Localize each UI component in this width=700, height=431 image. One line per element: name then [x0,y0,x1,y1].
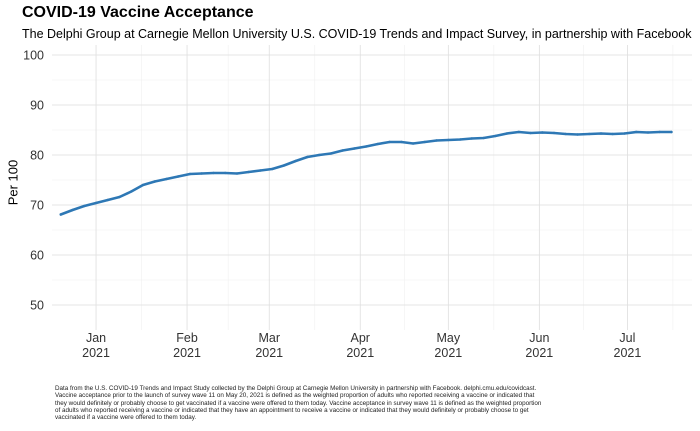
footnote: Data from the U.S. COVID-19 Trends and I… [55,385,685,421]
x-tick-month: Jul [619,331,635,345]
data-point [564,132,567,136]
data-point [658,130,661,134]
x-tick-year: 2021 [525,346,553,360]
data-point [552,131,556,135]
data-point [224,171,227,175]
x-tick-month: May [437,331,461,345]
chart-title: COVID-19 Vaccine Acceptance [22,4,254,21]
data-point [177,175,180,178]
footnote-line: they would definitely or probably choose… [55,399,542,407]
data-point [247,170,250,174]
data-point [588,132,591,136]
data-point [141,183,145,187]
data-point [341,149,344,152]
x-tick-year: 2021 [82,346,110,360]
x-tick-month: Feb [176,331,198,345]
y-tick-label: 60 [30,249,44,263]
data-point [423,140,426,144]
data-point [94,201,98,205]
footnote-line: vaccinated if a vaccine were offered to … [55,414,197,422]
x-tick-year: 2021 [346,346,374,360]
data-point [83,204,86,208]
data-point [130,190,133,193]
x-tick-year: 2021 [255,346,283,360]
y-tick-label: 70 [30,199,44,213]
major-gridlines [52,45,692,330]
x-tick-year: 2021 [434,346,462,360]
data-point [447,138,450,142]
y-tick-label: 80 [30,149,44,163]
data-point [165,177,168,181]
data-point [212,171,215,175]
x-tick-month: Apr [351,331,370,345]
chart-subtitle: The Delphi Group at Carnegie Mellon Univ… [22,27,692,41]
data-point [259,169,262,172]
data-point [482,136,485,140]
data-point [235,172,239,175]
series-line-vaccine-acceptance [59,130,673,216]
minor-gridlines [52,45,692,330]
x-tick-labels: Jan2021Feb2021Mar2021Apr2021May2021Jun20… [82,331,641,360]
x-tick-month: Mar [258,331,280,345]
data-point [329,152,333,155]
data-point [494,134,497,138]
data-point [517,130,520,134]
footnote-line: of adults who reported receiving a vacci… [55,406,529,414]
x-tick-year: 2021 [173,346,201,360]
data-point [505,132,509,135]
data-point [59,213,62,216]
data-point [306,155,309,159]
data-point [400,140,403,144]
x-tick-month: Jan [86,331,106,345]
y-tick-label: 50 [30,299,44,313]
data-point [294,159,297,163]
data-point [118,195,121,199]
data-point [376,142,380,146]
x-tick-year: 2021 [614,346,642,360]
data-point [282,164,286,167]
data-point [388,140,391,144]
series-layer [59,130,673,216]
data-point [271,167,274,171]
data-point [200,172,203,175]
data-point [611,132,614,136]
data-point [541,131,544,134]
data-point [635,130,638,134]
data-point [576,133,579,136]
data-point [599,132,603,135]
y-tick-labels: 50 60 70 80 90 100 [23,49,44,313]
data-point [435,139,438,142]
footnote-line: Data from the U.S. COVID-19 Trends and I… [55,385,537,392]
data-point [646,131,650,134]
data-point [188,172,192,176]
data-point [670,130,673,134]
y-tick-label: 90 [30,99,44,113]
data-point [623,132,626,135]
x-tick-month: Jun [529,331,549,345]
data-point [364,145,368,148]
data-point [153,180,156,183]
data-point [470,137,473,140]
data-point [411,142,415,145]
data-point [458,138,462,141]
data-point [353,147,356,150]
data-point [529,131,532,135]
data-point [318,153,321,157]
y-tick-label: 100 [23,49,44,63]
footnote-line: Vaccine acceptance prior to the launch o… [55,392,535,400]
data-point [106,198,110,202]
data-point [71,208,74,212]
